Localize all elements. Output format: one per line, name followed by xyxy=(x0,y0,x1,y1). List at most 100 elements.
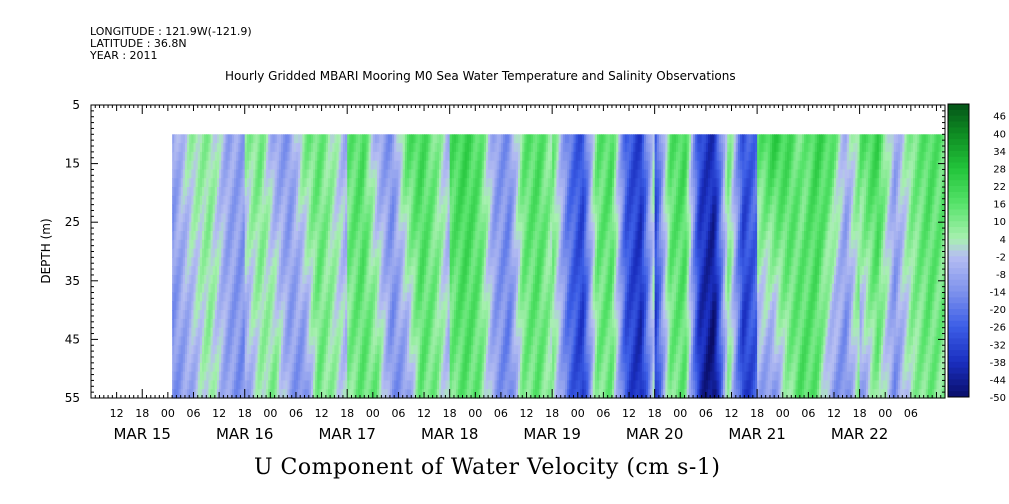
heat-cell xyxy=(368,354,372,364)
heat-cell xyxy=(300,160,303,171)
heat-cell xyxy=(261,213,265,223)
heat-cell xyxy=(415,354,419,364)
heat-cell xyxy=(413,362,417,373)
heat-cell xyxy=(411,336,414,346)
heat-cell xyxy=(195,195,199,206)
heat-cell xyxy=(219,248,222,258)
heat-cell xyxy=(368,134,372,144)
heat-cell xyxy=(404,257,408,267)
heat-cell xyxy=(313,195,316,206)
heat-cell xyxy=(475,239,479,250)
heat-cell xyxy=(330,354,333,364)
heat-cell xyxy=(268,169,271,179)
heat-cell xyxy=(236,283,239,294)
heat-cell xyxy=(306,143,310,153)
heat-cell xyxy=(477,160,481,171)
heat-cell xyxy=(475,380,479,390)
heat-cell xyxy=(360,345,363,355)
heat-cell xyxy=(374,371,378,382)
heat-cell xyxy=(428,318,432,329)
heat-cell xyxy=(287,336,291,346)
heat-cell xyxy=(302,213,306,223)
heat-cell xyxy=(340,134,344,144)
heat-cell xyxy=(221,239,224,250)
heat-cell xyxy=(355,274,359,285)
heat-cell xyxy=(319,327,323,338)
heat-cell xyxy=(257,371,261,382)
heat-cell xyxy=(251,301,254,311)
heat-cell xyxy=(193,389,197,399)
heat-cell xyxy=(291,160,295,171)
heat-cell xyxy=(360,318,363,329)
heat-cell xyxy=(289,301,293,311)
heat-cell xyxy=(302,195,306,206)
heat-cell xyxy=(475,143,479,153)
heat-cell xyxy=(240,310,244,320)
heat-cell xyxy=(174,389,177,399)
heat-cell xyxy=(428,336,432,346)
heat-cell xyxy=(174,178,177,188)
heat-cell xyxy=(483,239,487,250)
heat-cell xyxy=(231,327,235,338)
heat-cell xyxy=(231,301,235,311)
heat-cell xyxy=(351,310,355,320)
heat-cell xyxy=(385,362,389,373)
heat-cell xyxy=(396,151,400,162)
heat-cell xyxy=(180,354,184,364)
heat-cell xyxy=(366,345,370,355)
heat-cell xyxy=(310,283,314,294)
heat-cell xyxy=(338,239,342,250)
heat-cell xyxy=(178,204,182,215)
heat-cell xyxy=(421,380,425,390)
heat-cell xyxy=(377,389,380,399)
heat-cell xyxy=(349,169,353,179)
heat-cell xyxy=(199,318,203,329)
heat-cell xyxy=(421,274,425,285)
heat-cell xyxy=(381,222,385,232)
heat-cell xyxy=(204,310,207,320)
heat-cell xyxy=(389,169,393,179)
heat-cell xyxy=(381,301,385,311)
heat-cell xyxy=(421,169,425,179)
heat-cell xyxy=(270,310,274,320)
heat-cell xyxy=(212,362,216,373)
heat-cell xyxy=(291,213,295,223)
heat-cell xyxy=(389,230,393,241)
heat-cell xyxy=(202,336,205,346)
heat-cell xyxy=(234,354,237,364)
heat-cell xyxy=(451,266,455,276)
heat-cell xyxy=(212,134,216,144)
heat-cell xyxy=(336,204,340,215)
heat-cell xyxy=(387,354,391,364)
heat-cell xyxy=(257,354,261,364)
heat-cell xyxy=(291,327,295,338)
heat-cell xyxy=(270,301,274,311)
heat-cell xyxy=(430,327,434,338)
heat-cell xyxy=(434,178,438,188)
heat-cell xyxy=(298,239,301,250)
heat-cell xyxy=(298,327,301,338)
heat-cell xyxy=(370,151,374,162)
heat-cell xyxy=(396,362,400,373)
heat-cell xyxy=(364,248,368,258)
heat-cell xyxy=(466,301,470,311)
heat-cell xyxy=(332,310,335,320)
heat-cell xyxy=(392,248,395,258)
heat-cell xyxy=(439,362,442,373)
heat-cell xyxy=(351,292,355,302)
heat-cell xyxy=(227,327,231,338)
heat-cell xyxy=(360,389,363,399)
heat-cell xyxy=(195,204,199,215)
heat-cell xyxy=(234,187,237,197)
heat-cell xyxy=(204,301,207,311)
heat-cell xyxy=(266,327,269,338)
heat-cell xyxy=(334,318,338,329)
heat-cell xyxy=(236,274,239,285)
heat-cell xyxy=(398,310,402,320)
heat-cell xyxy=(327,292,331,302)
heat-cell xyxy=(400,266,404,276)
heat-cell xyxy=(298,371,301,382)
heat-cell xyxy=(432,204,436,215)
heat-cell xyxy=(304,222,308,232)
heat-cell xyxy=(246,371,250,382)
